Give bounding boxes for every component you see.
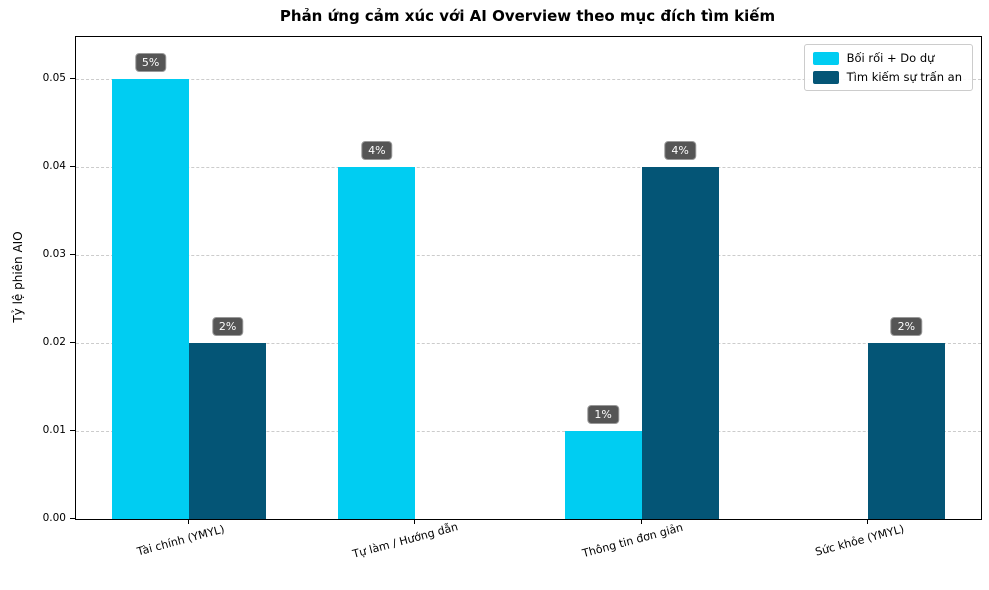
y-tick-mark bbox=[70, 430, 75, 432]
gridline bbox=[76, 79, 981, 81]
chart-title: Phản ứng cảm xúc với AI Overview theo mụ… bbox=[279, 7, 776, 25]
gridline bbox=[76, 431, 981, 433]
gridline bbox=[76, 255, 981, 257]
bar bbox=[189, 343, 267, 519]
bar bbox=[338, 167, 416, 519]
bar bbox=[564, 431, 642, 519]
y-tick-label: 0.04 bbox=[42, 160, 66, 173]
y-tick-label: 0.01 bbox=[42, 424, 66, 437]
y-tick-mark bbox=[70, 78, 75, 80]
y-tick-mark bbox=[70, 342, 75, 344]
y-tick-mark bbox=[70, 166, 75, 168]
y-tick-label: 0.03 bbox=[42, 248, 66, 261]
y-tick-mark bbox=[70, 254, 75, 256]
x-tick-label: Tài chính (YMYL) bbox=[135, 522, 227, 559]
gridline bbox=[76, 167, 981, 169]
legend-label: Tìm kiếm sự trấn an bbox=[846, 70, 962, 84]
legend-item: Tìm kiếm sự trấn an bbox=[812, 70, 962, 84]
bar bbox=[867, 343, 945, 519]
legend-swatch bbox=[812, 51, 839, 65]
y-tick-label: 0.02 bbox=[42, 336, 66, 349]
y-tick-label: 0.05 bbox=[42, 72, 66, 85]
bar-value-label: 5% bbox=[134, 53, 167, 73]
bar bbox=[641, 167, 719, 519]
x-tick-mark bbox=[866, 519, 868, 524]
legend-item: Bối rối + Do dự bbox=[812, 51, 962, 65]
bar-value-label: 2% bbox=[890, 317, 923, 337]
y-tick-mark bbox=[70, 518, 75, 519]
bar-value-label: 2% bbox=[211, 317, 244, 337]
legend-label: Bối rối + Do dự bbox=[846, 51, 935, 65]
x-tick-mark bbox=[640, 519, 642, 524]
plot-area: Bối rối + Do dự Tìm kiếm sự trấn an 5% 4% 1… bbox=[75, 36, 982, 520]
legend: Bối rối + Do dự Tìm kiếm sự trấn an bbox=[803, 44, 973, 91]
bar bbox=[112, 79, 190, 519]
gridline bbox=[76, 343, 981, 345]
x-tick-mark bbox=[414, 519, 416, 524]
bar-value-label: 1% bbox=[587, 405, 619, 425]
x-tick-label: Tự làm / Hướng dẫn bbox=[351, 520, 460, 561]
x-tick-label: Thông tin đơn giản bbox=[580, 520, 685, 561]
bar-value-label: 4% bbox=[664, 141, 696, 161]
y-tick-label: 0.00 bbox=[42, 512, 66, 524]
bar-value-label: 4% bbox=[361, 141, 393, 161]
y-axis-label: Tỷ lệ phiên AIO bbox=[11, 231, 25, 323]
x-tick-mark bbox=[188, 519, 190, 524]
x-tick-label: Sức khỏe (YMYL) bbox=[813, 522, 906, 559]
legend-swatch bbox=[812, 70, 839, 84]
